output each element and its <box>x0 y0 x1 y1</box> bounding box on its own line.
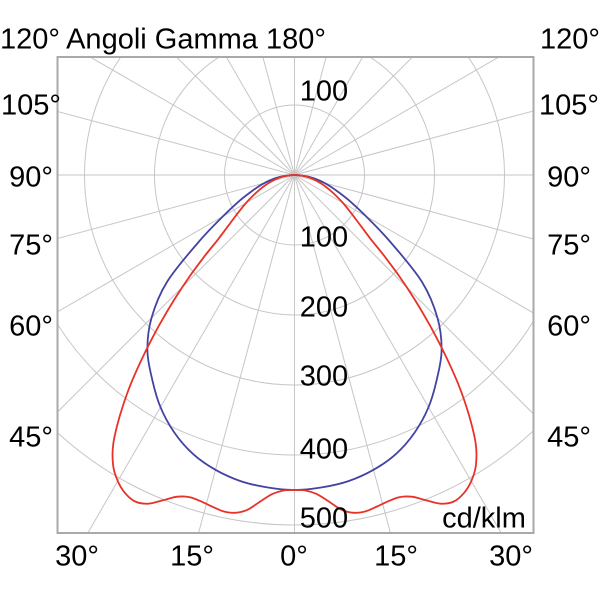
intensity-ring-label: 100 <box>299 221 349 254</box>
intensity-ring-label: 100 <box>299 75 349 108</box>
plot-frame <box>56 56 535 534</box>
intensity-ring-label: 300 <box>299 360 349 393</box>
gamma-ray-gridline <box>294 174 534 240</box>
gamma-ray-gridline <box>294 110 534 176</box>
gamma-ray-gridline <box>294 57 327 176</box>
intensity-ring-gridline <box>224 104 365 246</box>
gamma-ray-gridline <box>57 110 295 176</box>
gamma-angle-label: 15° <box>170 540 214 573</box>
curve-red <box>111 174 478 514</box>
intensity-ring-gridline <box>84 57 505 386</box>
gamma-ray-gridline <box>57 174 295 240</box>
gamma-angle-label: 120° <box>540 23 600 56</box>
intensity-ring-gridline <box>57 319 534 456</box>
gamma-angle-label: 90° <box>9 161 53 194</box>
gamma-angle-label: 75° <box>547 229 591 262</box>
gamma-angle-label: 30° <box>489 540 533 573</box>
gamma-angle-label: 30° <box>55 540 99 573</box>
gamma-ray-gridline <box>89 57 295 176</box>
gamma-angle-label: 15° <box>374 540 418 573</box>
gamma-ray-gridline <box>294 57 500 176</box>
chart-title: Angoli Gamma <box>66 23 258 56</box>
gamma-ray-gridline <box>294 57 414 176</box>
gamma-angle-label: 0° <box>280 540 308 573</box>
gamma-angle-label: 180° <box>266 23 326 56</box>
gamma-angle-label: 75° <box>9 229 53 262</box>
gamma-ray-gridline <box>57 174 295 313</box>
intensity-ring-label: 500 <box>299 502 349 535</box>
intensity-ring-gridline <box>154 57 435 316</box>
gamma-angle-label: 120° <box>0 23 60 56</box>
unit-label: cd/klm <box>442 502 526 535</box>
gamma-angle-label: 60° <box>9 310 53 343</box>
intensity-ring-gridline <box>57 429 534 526</box>
gamma-ray-gridline <box>225 57 295 176</box>
gamma-angle-label: 105° <box>539 89 599 122</box>
gamma-angle-label: 45° <box>547 421 591 454</box>
intensity-ring-label: 400 <box>299 433 349 466</box>
gamma-angle-label: 105° <box>1 89 61 122</box>
gamma-ray-gridline <box>175 57 295 176</box>
gamma-angle-label: 90° <box>547 161 591 194</box>
intensity-ring-label: 200 <box>299 291 349 324</box>
gamma-angle-label: 60° <box>547 310 591 343</box>
gamma-ray-gridline <box>262 57 295 176</box>
gamma-ray-gridline <box>294 57 364 176</box>
gamma-angle-label: 45° <box>9 421 53 454</box>
gamma-ray-gridline <box>294 174 534 314</box>
